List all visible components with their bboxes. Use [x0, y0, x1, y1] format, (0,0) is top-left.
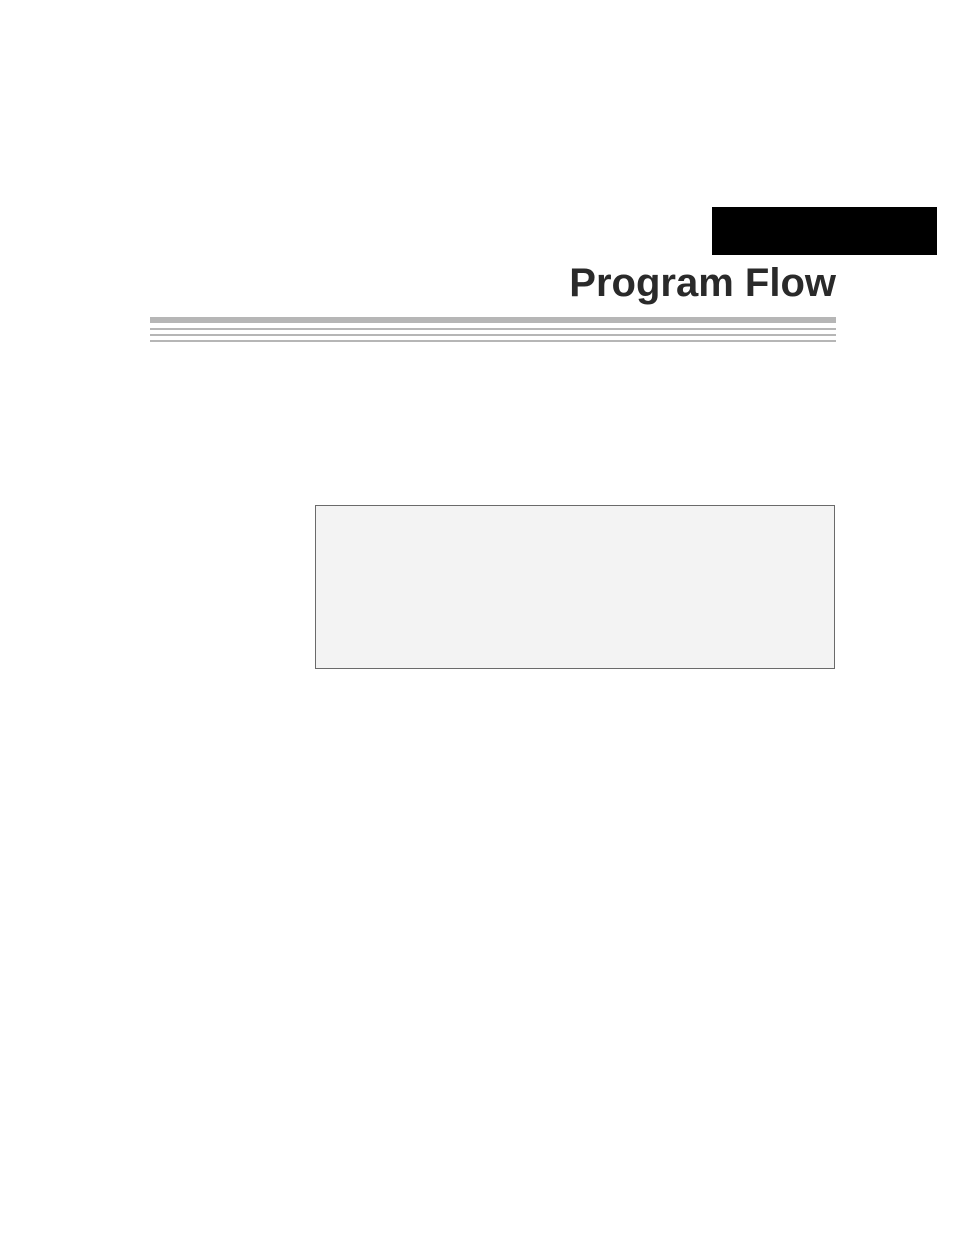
title-rules — [150, 317, 836, 342]
chapter-tab — [712, 207, 937, 255]
code-box — [315, 505, 835, 669]
page-title: Program Flow — [150, 261, 836, 306]
rule-thin-3 — [150, 340, 836, 342]
page: Program Flow — [0, 0, 954, 1235]
